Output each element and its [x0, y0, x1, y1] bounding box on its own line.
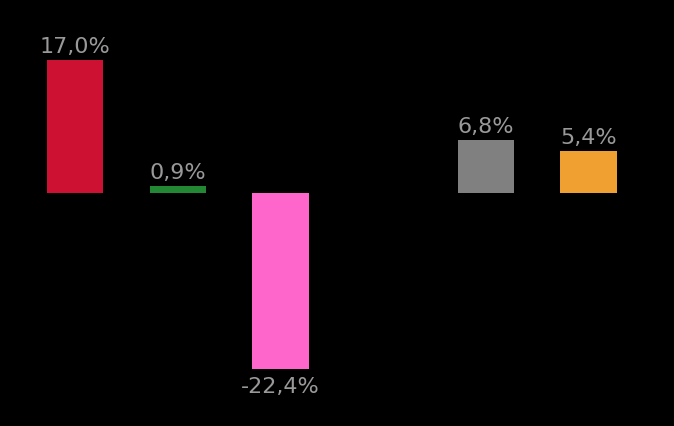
- Text: 17,0%: 17,0%: [40, 37, 111, 57]
- Bar: [47, 60, 103, 193]
- Text: 0,9%: 0,9%: [150, 163, 206, 182]
- Bar: [252, 193, 309, 369]
- Bar: [560, 151, 617, 193]
- Bar: [150, 187, 206, 193]
- Text: 5,4%: 5,4%: [560, 127, 617, 147]
- Text: 6,8%: 6,8%: [458, 116, 514, 136]
- Bar: [458, 140, 514, 193]
- Text: -22,4%: -22,4%: [241, 377, 320, 397]
